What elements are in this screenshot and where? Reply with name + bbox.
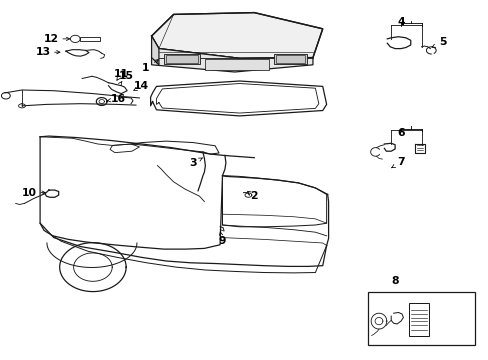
Text: 11: 11 (114, 69, 128, 79)
Text: 14: 14 (134, 81, 149, 91)
Text: 4: 4 (396, 17, 404, 27)
Text: 8: 8 (390, 276, 398, 286)
Text: 7: 7 (396, 157, 404, 167)
Bar (163, 54, 200, 64)
Polygon shape (151, 49, 312, 72)
Text: 3: 3 (189, 158, 197, 168)
Bar (80, 37, 100, 41)
Text: 12: 12 (44, 34, 59, 44)
Text: 15: 15 (119, 71, 133, 81)
Text: 1: 1 (142, 63, 149, 73)
Bar (166, 55, 198, 63)
Bar (205, 59, 268, 70)
Text: 10: 10 (22, 188, 37, 198)
Bar (408, 303, 428, 336)
Bar (275, 55, 305, 63)
Text: 13: 13 (36, 47, 50, 57)
Bar (367, 292, 474, 345)
Text: 2: 2 (250, 191, 258, 201)
Polygon shape (151, 13, 322, 58)
Text: 9: 9 (218, 236, 226, 246)
Polygon shape (151, 36, 159, 65)
Bar (273, 54, 306, 64)
Text: 16: 16 (111, 94, 125, 104)
Text: 6: 6 (396, 128, 404, 138)
Text: 5: 5 (438, 37, 446, 48)
